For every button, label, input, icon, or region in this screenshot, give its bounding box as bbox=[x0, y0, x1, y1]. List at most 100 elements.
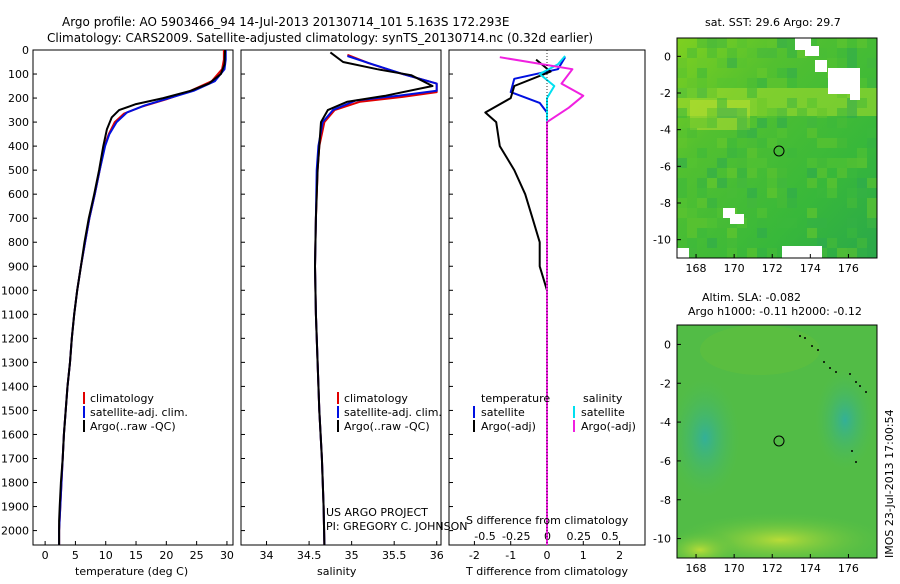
depth-tick-label: 1700 bbox=[1, 452, 29, 465]
series-line bbox=[314, 53, 438, 546]
legend-label: Argo(..raw -QC) bbox=[90, 420, 176, 433]
header-line1: Argo profile: AO 5903466_94 14-Jul-2013 … bbox=[62, 15, 509, 29]
map-y-tick-label: 0 bbox=[664, 50, 671, 63]
sla-map bbox=[677, 325, 877, 558]
x-tick-label: 35.5 bbox=[382, 549, 407, 562]
difference-xlabel-top: S difference from climatology bbox=[466, 514, 629, 527]
x-tick-label: -2 bbox=[469, 549, 480, 562]
temperature-legend: climatology satellite-adj. clim. Argo(..… bbox=[83, 392, 188, 433]
map-y-tick-label: -6 bbox=[660, 455, 671, 468]
legend-label: Argo(..raw -QC) bbox=[344, 420, 430, 433]
difference-xlabel: T difference from climatology bbox=[465, 565, 628, 578]
temperature-xlabel: temperature (deg C) bbox=[75, 565, 188, 578]
salinity-legend: climatology satellite-adj. clim. Argo(..… bbox=[337, 392, 442, 433]
legend-label: climatology bbox=[90, 392, 154, 405]
legend-label: satellite-adj. clim. bbox=[344, 406, 442, 419]
x-tick-label: 20 bbox=[159, 549, 173, 562]
legend-title-temperature: temperature bbox=[481, 392, 550, 405]
x-tick-label: 0 bbox=[42, 549, 49, 562]
x-tick-label: 30 bbox=[220, 549, 234, 562]
sst-map-title: sat. SST: 29.6 Argo: 29.7 bbox=[705, 16, 841, 29]
series-line bbox=[484, 58, 552, 545]
sla-argo-marker bbox=[773, 435, 785, 447]
x-tick-label-top: -0.5 bbox=[474, 530, 495, 543]
map-y-tick-label: -10 bbox=[653, 234, 671, 247]
map-y-tick-label: -4 bbox=[660, 124, 671, 137]
x-tick-label: 34.5 bbox=[297, 549, 322, 562]
map-y-tick-label: -8 bbox=[660, 494, 671, 507]
x-tick-label: 10 bbox=[99, 549, 113, 562]
sst-map-frame bbox=[676, 37, 878, 259]
depth-tick-label: 200 bbox=[8, 92, 29, 105]
depth-tick-label: 1200 bbox=[1, 332, 29, 345]
depth-tick-label: 900 bbox=[8, 260, 29, 273]
temperature-panel bbox=[32, 49, 234, 546]
map-x-tick-label: 170 bbox=[724, 262, 745, 275]
depth-tick-label: 500 bbox=[8, 164, 29, 177]
map-y-tick-label: -6 bbox=[660, 160, 671, 173]
depth-tick-label: 1600 bbox=[1, 428, 29, 441]
x-tick-label: 2 bbox=[616, 549, 623, 562]
map-x-tick-label: 176 bbox=[838, 562, 859, 575]
map-y-tick-label: -10 bbox=[653, 533, 671, 546]
series-line bbox=[314, 55, 438, 546]
depth-tick-label: 1500 bbox=[1, 404, 29, 417]
sla-map-title-1: Altim. SLA: -0.082 bbox=[702, 291, 801, 304]
legend-label: satellite bbox=[581, 406, 625, 419]
depth-tick-label: 600 bbox=[8, 188, 29, 201]
legend-label: satellite bbox=[481, 406, 525, 419]
series-line bbox=[499, 56, 585, 545]
x-tick-label: -1 bbox=[505, 549, 516, 562]
depth-tick-label: 1300 bbox=[1, 356, 29, 369]
map-x-tick-label: 172 bbox=[762, 562, 783, 575]
sst-argo-marker bbox=[773, 145, 785, 157]
depth-tick-label: 1400 bbox=[1, 380, 29, 393]
series-line bbox=[58, 49, 227, 545]
depth-tick-label: 100 bbox=[8, 68, 29, 81]
map-x-tick-label: 174 bbox=[800, 262, 821, 275]
sla-map-title-2: Argo h1000: -0.11 h2000: -0.12 bbox=[688, 305, 862, 318]
legend-label: Argo(-adj) bbox=[581, 420, 636, 433]
salinity-xlabel: salinity bbox=[317, 565, 357, 578]
depth-tick-label: 800 bbox=[8, 236, 29, 249]
x-tick-label: 36 bbox=[430, 549, 444, 562]
map-x-tick-label: 170 bbox=[724, 562, 745, 575]
depth-tick-label: 700 bbox=[8, 212, 29, 225]
project-pi: PI: GREGORY C. JOHNSON bbox=[326, 520, 467, 533]
depth-tick-label: 400 bbox=[8, 140, 29, 153]
legend-title-salinity: salinity bbox=[583, 392, 623, 405]
sla-map-frame bbox=[676, 324, 878, 559]
depth-tick-label: 300 bbox=[8, 116, 29, 129]
map-x-tick-label: 176 bbox=[838, 262, 859, 275]
map-x-tick-label: 168 bbox=[686, 262, 707, 275]
x-tick-label: 15 bbox=[129, 549, 143, 562]
map-y-tick-label: -2 bbox=[660, 377, 671, 390]
depth-tick-label: 1000 bbox=[1, 284, 29, 297]
imos-stamp: IMOS 23-Jul-2013 17:00:54 bbox=[883, 409, 896, 558]
series-line bbox=[58, 50, 225, 545]
x-tick-label: 0 bbox=[544, 549, 551, 562]
depth-tick-label: 0 bbox=[22, 44, 29, 57]
map-x-tick-label: 168 bbox=[686, 562, 707, 575]
depth-tick-label: 1800 bbox=[1, 477, 29, 490]
map-y-tick-label: -2 bbox=[660, 87, 671, 100]
x-tick-label-top: 0.25 bbox=[567, 530, 592, 543]
legend-label: satellite-adj. clim. bbox=[90, 406, 188, 419]
x-tick-label: 5 bbox=[72, 549, 79, 562]
series-line bbox=[314, 51, 434, 546]
legend-label: climatology bbox=[344, 392, 408, 405]
salinity-panel bbox=[240, 49, 442, 546]
x-tick-label: 25 bbox=[190, 549, 204, 562]
map-y-tick-label: -8 bbox=[660, 197, 671, 210]
map-x-tick-label: 174 bbox=[800, 562, 821, 575]
header-line2: Climatology: CARS2009. Satellite-adjuste… bbox=[47, 31, 593, 45]
depth-tick-label: 2000 bbox=[1, 525, 29, 538]
series-line bbox=[538, 55, 566, 545]
x-tick-label: 1 bbox=[580, 549, 587, 562]
depth-tick-label: 1100 bbox=[1, 308, 29, 321]
depth-tick-label: 1900 bbox=[1, 501, 29, 514]
x-tick-label-top: -0.25 bbox=[502, 530, 530, 543]
x-tick-label: 35 bbox=[345, 549, 359, 562]
series-line bbox=[58, 50, 227, 545]
